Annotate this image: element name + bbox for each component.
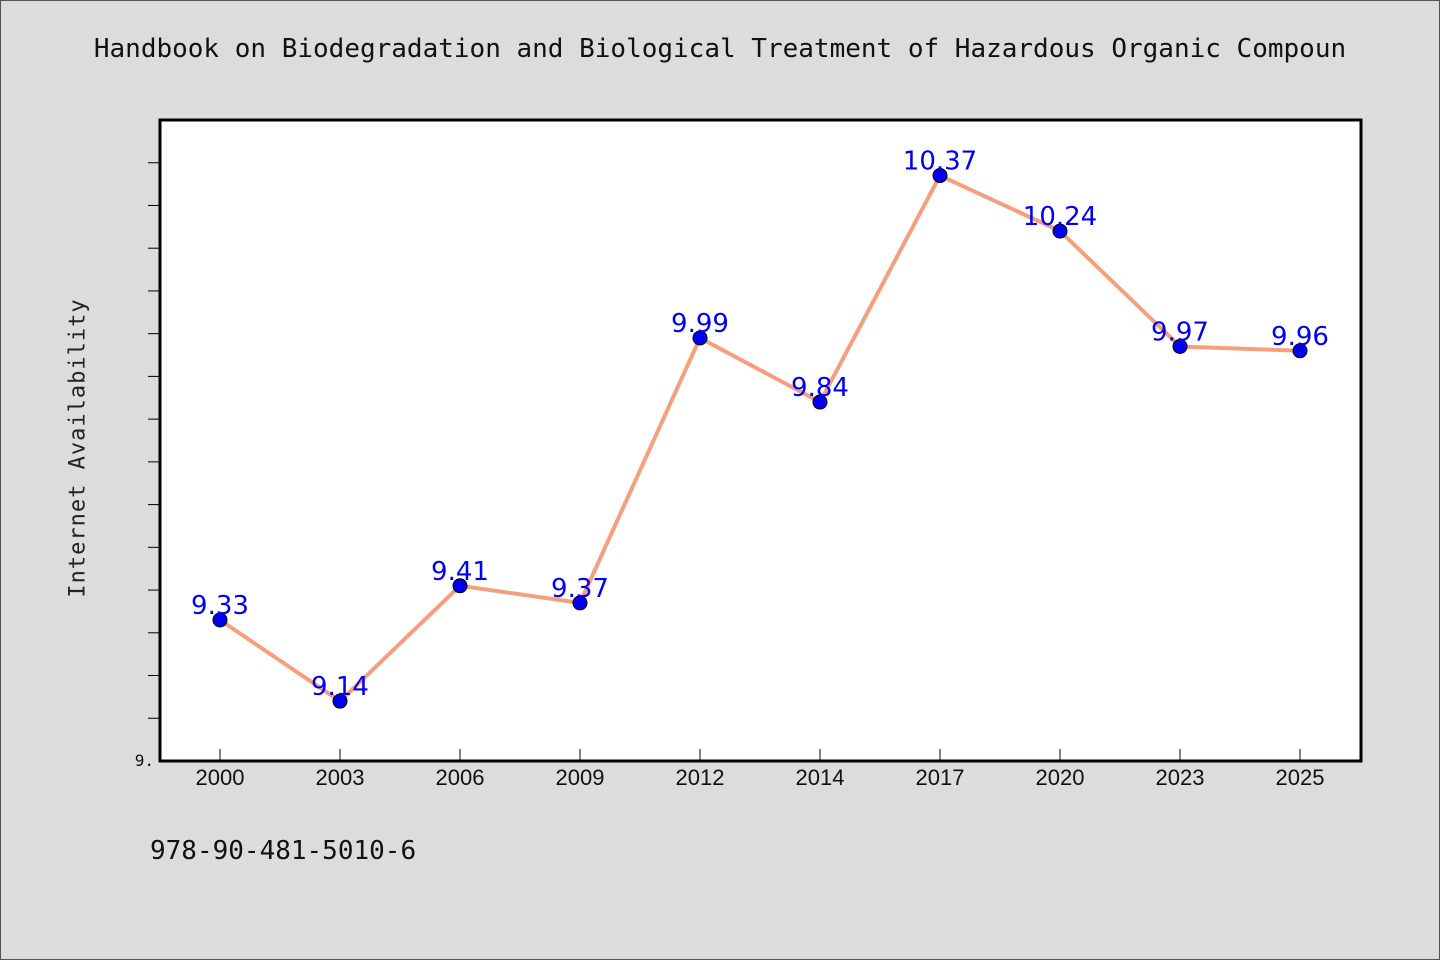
x-tick-label: 2023 (1156, 765, 1205, 790)
data-point (1052, 223, 1068, 239)
x-tick-label: 2006 (436, 765, 485, 790)
data-point (1292, 343, 1308, 359)
data-point (692, 330, 708, 346)
markers (212, 168, 1308, 709)
data-point (572, 595, 588, 611)
data-labels: 9.33 9.14 9.41 9.37 9.99 9.84 10.37 10.24 9.97 9.… (191, 147, 1329, 703)
plot-area (158, 118, 1363, 763)
chart-title: Handbook on Biodegradation and Biologica… (93, 34, 1347, 64)
x-tick-label: 2025 (1276, 765, 1325, 790)
x-tick-label: 2012 (676, 765, 725, 790)
x-ticks: 2000 2003 2006 2009 2012 2014 2017 2020 2023 2025 (196, 749, 1325, 790)
data-label: 9.41 (431, 557, 489, 587)
data-point (332, 693, 348, 709)
x-tick-label: 2014 (796, 765, 845, 790)
data-label: 10.24 (1023, 202, 1097, 232)
x-tick-label: 2003 (316, 765, 365, 790)
data-point (812, 394, 828, 410)
data-point (452, 578, 468, 594)
data-label: 10.37 (903, 147, 977, 177)
data-label: 9.99 (671, 309, 729, 339)
data-point (212, 612, 228, 628)
data-label: 9.37 (551, 574, 609, 604)
data-label: 9.96 (1271, 322, 1329, 352)
footer-isbn: 978-90-481-5010-6 (150, 836, 417, 866)
data-label: 9.33 (191, 591, 249, 621)
series-line (218, 173, 1301, 704)
x-tick-label: 2017 (916, 765, 965, 790)
data-point (1172, 338, 1188, 354)
data-point (932, 168, 948, 184)
y-ticks: 9. (135, 162, 160, 770)
x-tick-label: 2020 (1036, 765, 1085, 790)
data-label: 9.97 (1151, 317, 1209, 347)
data-label: 9.14 (311, 672, 369, 702)
y-tick-label: 9. (135, 751, 154, 770)
data-label: 9.84 (791, 373, 849, 403)
x-tick-label: 2000 (196, 765, 245, 790)
x-tick-label: 2009 (556, 765, 605, 790)
